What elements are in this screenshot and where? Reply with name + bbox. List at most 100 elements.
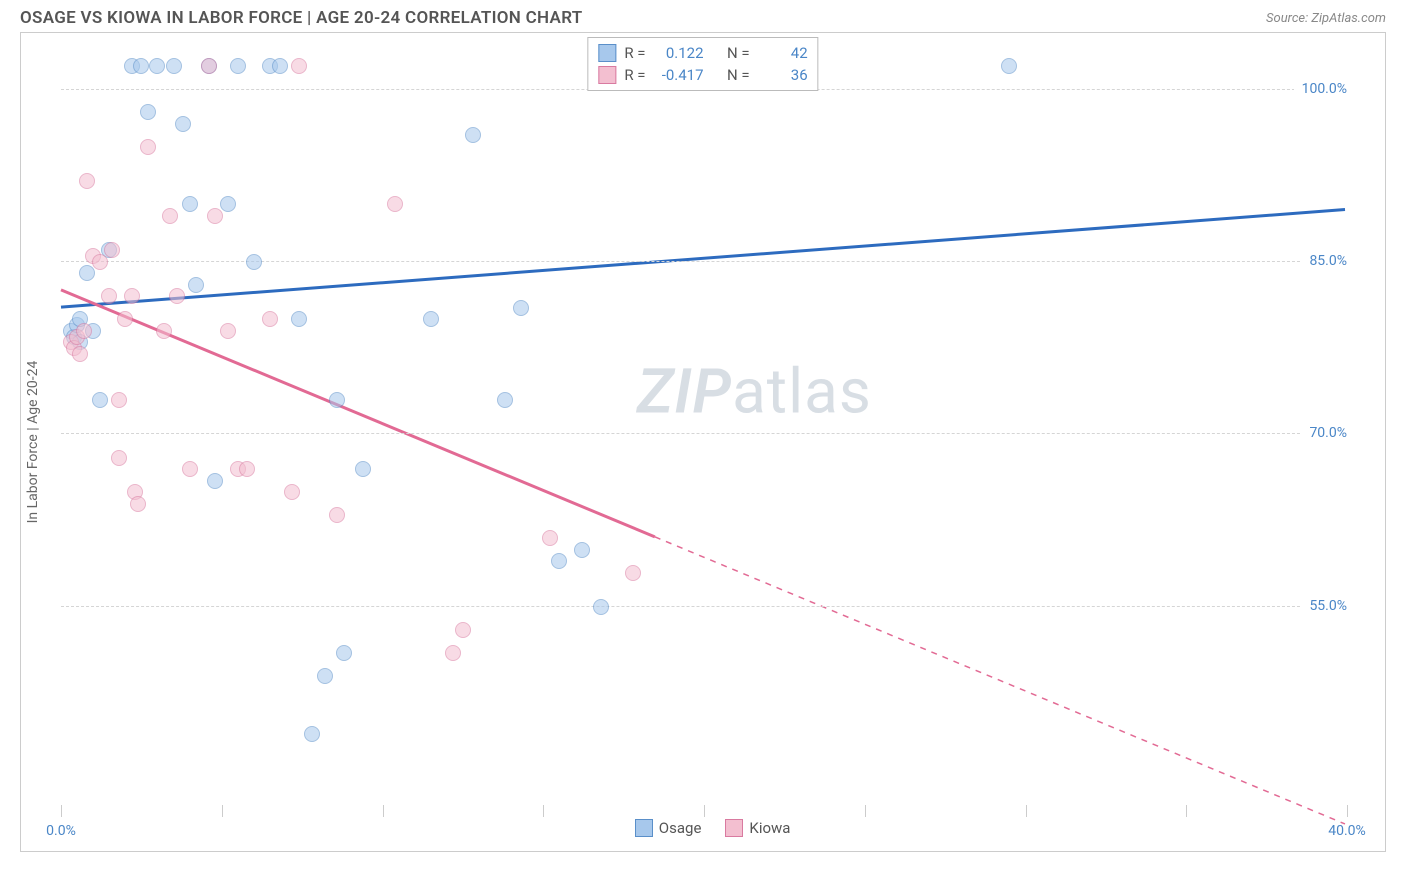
data-point xyxy=(149,58,165,74)
data-point xyxy=(317,668,333,684)
data-point xyxy=(140,104,156,120)
data-point xyxy=(201,58,217,74)
data-point xyxy=(329,507,345,523)
r-value-osage: 0.122 xyxy=(656,44,704,62)
stats-row-kiowa: R = -0.417 N = 36 xyxy=(598,64,807,86)
data-point xyxy=(497,392,513,408)
x-tick xyxy=(865,805,866,817)
x-tick xyxy=(383,805,384,817)
data-point xyxy=(117,311,133,327)
data-point xyxy=(513,300,529,316)
data-point xyxy=(175,116,191,132)
data-point xyxy=(182,196,198,212)
data-point xyxy=(124,288,140,304)
grid-line xyxy=(61,606,1345,607)
data-point xyxy=(329,392,345,408)
x-tick-label: 0.0% xyxy=(46,823,76,839)
x-tick xyxy=(704,805,705,817)
data-point xyxy=(76,323,92,339)
data-point xyxy=(169,288,185,304)
x-tick xyxy=(1186,805,1187,817)
data-point xyxy=(272,58,288,74)
y-tick-label: 85.0% xyxy=(1301,253,1347,269)
data-point xyxy=(230,58,246,74)
swatch-osage xyxy=(635,819,653,837)
swatch-kiowa xyxy=(598,66,616,84)
swatch-kiowa xyxy=(725,819,743,837)
data-point xyxy=(455,622,471,638)
data-point xyxy=(72,346,88,362)
data-point xyxy=(387,196,403,212)
chart-header: OSAGE VS KIOWA IN LABOR FORCE | AGE 20-2… xyxy=(0,0,1406,32)
x-tick xyxy=(1026,805,1027,817)
data-point xyxy=(140,139,156,155)
legend-label-kiowa: Kiowa xyxy=(749,819,790,837)
data-point xyxy=(262,311,278,327)
data-point xyxy=(92,254,108,270)
data-point xyxy=(220,323,236,339)
data-point xyxy=(133,58,149,74)
data-point xyxy=(182,461,198,477)
y-tick-label: 100.0% xyxy=(1294,81,1347,97)
data-point xyxy=(551,553,567,569)
data-point xyxy=(574,542,590,558)
trend-lines-svg xyxy=(61,43,1345,801)
data-point xyxy=(162,208,178,224)
data-point xyxy=(423,311,439,327)
data-point xyxy=(284,484,300,500)
data-point xyxy=(207,208,223,224)
legend-item-osage: Osage xyxy=(635,819,702,837)
data-point xyxy=(593,599,609,615)
data-point xyxy=(542,530,558,546)
data-point xyxy=(465,127,481,143)
data-point xyxy=(246,254,262,270)
x-tick-label: 40.0% xyxy=(1328,823,1366,839)
data-point xyxy=(207,473,223,489)
r-label: R = xyxy=(624,66,645,84)
data-point xyxy=(156,323,172,339)
data-point xyxy=(111,450,127,466)
x-tick xyxy=(1347,805,1348,817)
data-point xyxy=(130,496,146,512)
r-label: R = xyxy=(624,44,645,62)
source-label: Source: ZipAtlas.com xyxy=(1266,11,1386,26)
data-point xyxy=(188,277,204,293)
data-point xyxy=(101,288,117,304)
data-point xyxy=(625,565,641,581)
trend-line-extrapolated xyxy=(655,537,1345,824)
x-tick xyxy=(543,805,544,817)
data-point xyxy=(291,58,307,74)
y-axis-label: In Labor Force | Age 20-24 xyxy=(25,361,41,524)
r-value-kiowa: -0.417 xyxy=(656,66,704,84)
data-point xyxy=(92,392,108,408)
data-point xyxy=(336,645,352,661)
n-label: N = xyxy=(727,44,750,62)
data-point xyxy=(79,173,95,189)
data-point xyxy=(1001,58,1017,74)
plot-area: ZIPatlas 55.0%70.0%85.0%100.0% xyxy=(61,43,1345,801)
grid-line xyxy=(61,433,1345,434)
y-tick-label: 55.0% xyxy=(1301,598,1347,614)
chart-title: OSAGE VS KIOWA IN LABOR FORCE | AGE 20-2… xyxy=(20,8,583,28)
n-value-kiowa: 36 xyxy=(760,66,808,84)
data-point xyxy=(239,461,255,477)
n-label: N = xyxy=(727,66,750,84)
data-point xyxy=(304,726,320,742)
n-value-osage: 42 xyxy=(760,44,808,62)
data-point xyxy=(445,645,461,661)
legend-label-osage: Osage xyxy=(659,819,702,837)
data-point xyxy=(355,461,371,477)
x-tick xyxy=(61,805,62,817)
chart-container: In Labor Force | Age 20-24 ZIPatlas 55.0… xyxy=(20,32,1386,852)
trend-line xyxy=(61,290,655,537)
swatch-osage xyxy=(598,44,616,62)
y-tick-label: 70.0% xyxy=(1301,425,1347,441)
data-point xyxy=(79,265,95,281)
x-tick xyxy=(222,805,223,817)
stats-legend: R = 0.122 N = 42 R = -0.417 N = 36 xyxy=(587,37,818,91)
stats-row-osage: R = 0.122 N = 42 xyxy=(598,42,807,64)
data-point xyxy=(291,311,307,327)
data-point xyxy=(104,242,120,258)
data-point xyxy=(111,392,127,408)
series-legend: Osage Kiowa xyxy=(635,819,791,837)
